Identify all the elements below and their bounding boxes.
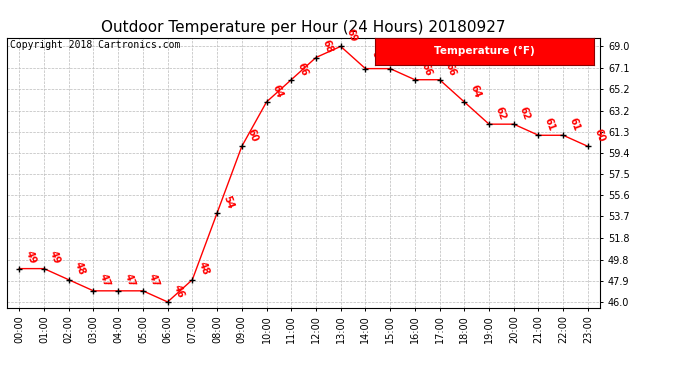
Text: 49: 49 xyxy=(23,250,37,266)
Text: 67: 67 xyxy=(370,50,384,66)
Text: 60: 60 xyxy=(592,128,606,144)
Text: 62: 62 xyxy=(518,105,532,122)
Title: Outdoor Temperature per Hour (24 Hours) 20180927: Outdoor Temperature per Hour (24 Hours) … xyxy=(101,20,506,35)
Text: 64: 64 xyxy=(469,83,482,99)
Text: 66: 66 xyxy=(444,61,457,77)
Text: 68: 68 xyxy=(320,39,334,55)
Text: 60: 60 xyxy=(246,128,260,144)
Text: Copyright 2018 Cartronics.com: Copyright 2018 Cartronics.com xyxy=(10,40,180,50)
Text: 61: 61 xyxy=(567,116,582,132)
Text: 66: 66 xyxy=(419,61,433,77)
Text: 48: 48 xyxy=(73,261,87,277)
Text: 66: 66 xyxy=(295,61,309,77)
Text: 48: 48 xyxy=(197,261,210,277)
Text: 47: 47 xyxy=(122,272,137,288)
Text: 47: 47 xyxy=(97,272,112,288)
Text: 69: 69 xyxy=(345,27,359,44)
Text: 47: 47 xyxy=(147,272,161,288)
Text: 64: 64 xyxy=(270,83,285,99)
Text: 62: 62 xyxy=(493,105,507,122)
Text: 46: 46 xyxy=(172,283,186,299)
Text: 67: 67 xyxy=(394,50,408,66)
Text: 49: 49 xyxy=(48,250,62,266)
Text: 61: 61 xyxy=(542,116,557,132)
Text: 54: 54 xyxy=(221,194,235,210)
